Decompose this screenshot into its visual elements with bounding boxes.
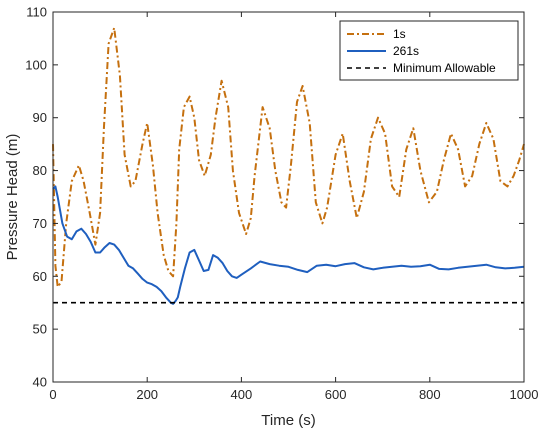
legend: 1s 261s Minimum Allowable xyxy=(339,20,519,81)
y-tick-label: 100 xyxy=(25,57,47,72)
axes-frame xyxy=(52,11,525,383)
y-tick-label: 90 xyxy=(33,110,47,125)
y-tick-label: 80 xyxy=(33,163,47,178)
y-tick-label: 60 xyxy=(33,269,47,284)
series-line-2 xyxy=(52,185,525,305)
y-tick-label: 40 xyxy=(33,375,47,390)
x-tick-label: 1000 xyxy=(510,387,539,402)
legend-label: Minimum Allowable xyxy=(393,61,496,75)
legend-label: 1s xyxy=(393,27,406,41)
y-axis-label: Pressure Head (m) xyxy=(4,134,21,261)
x-tick-label: 0 xyxy=(49,387,56,402)
legend-label: 261s xyxy=(393,44,419,58)
plot-area xyxy=(52,26,525,305)
x-axis-label: Time (s) xyxy=(261,412,315,429)
y-tick-label: 110 xyxy=(26,5,47,20)
y-tick-label: 50 xyxy=(33,322,47,337)
x-tick-label: 400 xyxy=(231,387,253,402)
x-tick-label: 200 xyxy=(136,387,158,402)
x-tick-label: 600 xyxy=(325,387,347,402)
axes: 0 200 400 600 800 1000 40 50 60 70 80 90 100 110 xyxy=(25,5,538,403)
x-tick-label: 800 xyxy=(419,387,441,402)
series-line-1 xyxy=(52,26,525,288)
y-tick-label: 70 xyxy=(33,216,47,231)
